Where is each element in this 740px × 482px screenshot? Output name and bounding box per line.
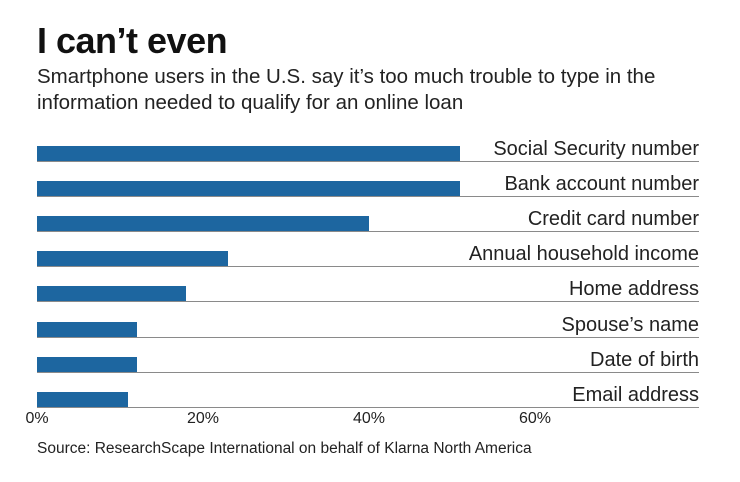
bar xyxy=(37,357,137,372)
category-label: Bank account number xyxy=(500,173,699,195)
row-baseline xyxy=(37,406,699,408)
bar-row: Email address xyxy=(37,384,699,408)
category-label: Home address xyxy=(564,278,699,300)
bar xyxy=(37,322,137,337)
row-baseline xyxy=(37,371,699,373)
row-baseline xyxy=(37,230,699,232)
category-label: Spouse’s name xyxy=(557,314,699,336)
bar-row: Annual household income xyxy=(37,243,699,267)
source-note: Source: ResearchScape International on b… xyxy=(37,440,532,457)
bar xyxy=(37,251,228,266)
row-baseline xyxy=(37,300,699,302)
chart-subtitle: Smartphone users in the U.S. say it’s to… xyxy=(37,65,656,114)
row-baseline xyxy=(37,265,699,267)
x-axis-tick: 20% xyxy=(186,410,220,427)
bar xyxy=(37,146,461,161)
category-label: Email address xyxy=(568,384,699,406)
bar-row: Home address xyxy=(37,278,699,302)
row-baseline xyxy=(37,160,699,162)
bar-row: Social Security number xyxy=(37,138,699,162)
x-axis-tick: 0% xyxy=(25,410,49,427)
bar xyxy=(37,392,129,407)
row-baseline xyxy=(37,336,699,338)
category-label: Social Security number xyxy=(489,138,699,160)
category-label: Credit card number xyxy=(523,208,699,230)
bar-row: Credit card number xyxy=(37,208,699,232)
bar xyxy=(37,181,461,196)
category-label: Annual household income xyxy=(464,243,699,265)
bar-row: Date of birth xyxy=(37,349,699,373)
bar xyxy=(37,286,187,301)
bar-row: Bank account number xyxy=(37,173,699,197)
bar-row: Spouse’s name xyxy=(37,314,699,338)
x-axis-tick: 40% xyxy=(352,410,386,427)
row-baseline xyxy=(37,195,699,197)
chart-title: I can’t even xyxy=(37,20,228,61)
bar xyxy=(37,216,369,231)
category-label: Date of birth xyxy=(586,349,699,371)
x-axis-tick: 60% xyxy=(518,410,552,427)
